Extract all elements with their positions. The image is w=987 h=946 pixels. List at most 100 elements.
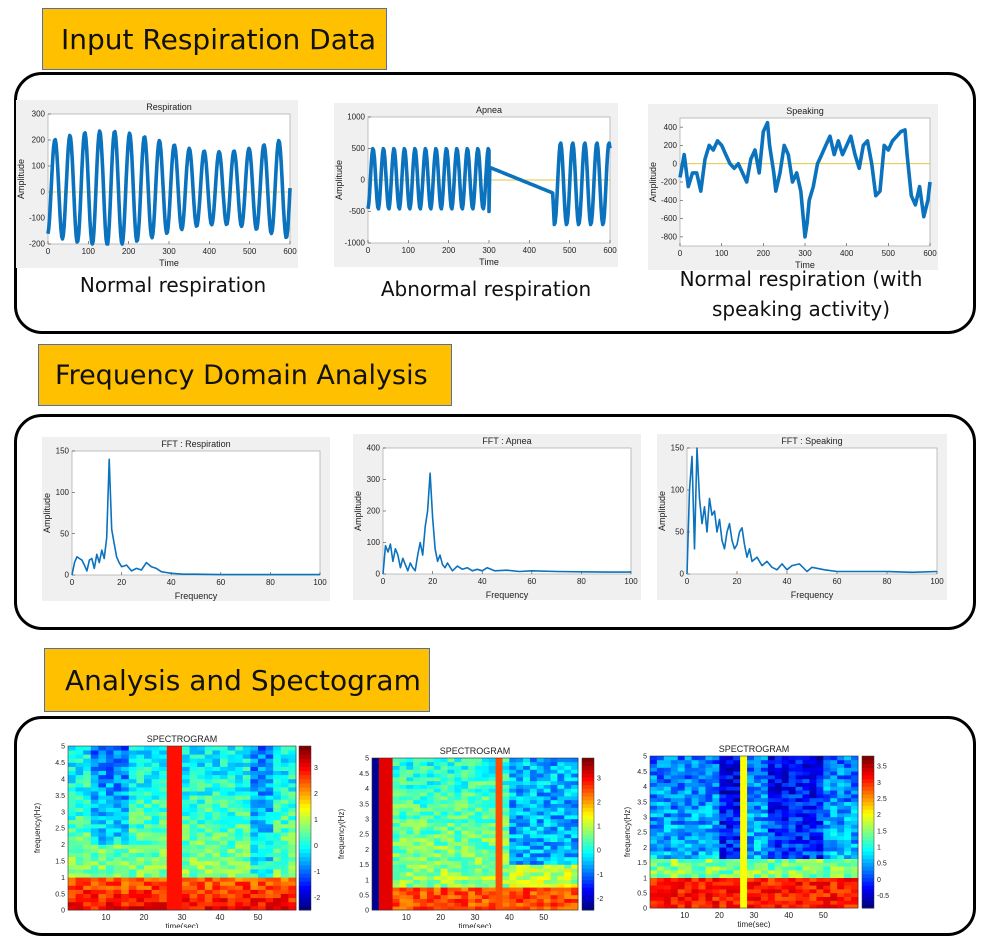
heatmap-cell <box>733 809 741 814</box>
heatmap-cell <box>174 787 183 792</box>
colorbar-segment <box>862 756 874 761</box>
heatmap-cell <box>781 881 790 886</box>
heatmap-cell <box>136 819 145 825</box>
y-axis-label: Amplitude <box>657 491 667 531</box>
heatmap-cell <box>372 853 380 858</box>
heatmap-cell <box>433 761 442 766</box>
heatmap-cell <box>564 841 572 846</box>
heatmap-cell <box>250 864 259 870</box>
heatmap-cell <box>461 883 469 888</box>
heatmap-cell <box>656 809 665 814</box>
heatmap-cell <box>754 775 762 780</box>
heatmap-cell <box>440 792 448 797</box>
heatmap-cell <box>392 761 400 766</box>
heatmap-cell <box>75 893 84 899</box>
heatmap-cell <box>144 832 152 837</box>
heatmap-cell <box>564 780 572 785</box>
y-tick-label: -800 <box>661 233 678 242</box>
heatmap-cell <box>113 832 122 837</box>
heatmap-cell <box>740 885 748 890</box>
heatmap-cell <box>166 856 175 862</box>
heatmap-cell <box>106 782 114 788</box>
heatmap-cell <box>837 862 845 867</box>
heatmap-cell <box>726 847 734 852</box>
heatmap-cell <box>426 818 435 823</box>
heatmap-cell <box>733 816 741 821</box>
heatmap-cell <box>837 756 845 761</box>
heatmap-cell <box>378 826 387 831</box>
heatmap-cell <box>509 784 517 789</box>
heatmap-cell <box>677 786 686 791</box>
heatmap-cell <box>844 896 852 901</box>
heatmap-cell <box>809 904 817 909</box>
heatmap-cell <box>227 754 236 759</box>
heatmap-cell <box>719 794 727 799</box>
heatmap-cell <box>509 887 517 892</box>
heatmap-cell <box>747 797 755 802</box>
x-tick-label: 40 <box>167 578 176 587</box>
heatmap-cell <box>509 849 517 854</box>
heatmap-cell <box>557 784 565 789</box>
heatmap-cell <box>747 786 755 791</box>
heatmap-cell <box>250 774 259 780</box>
heatmap-cell <box>128 873 137 878</box>
heatmap-cell <box>372 898 380 903</box>
heatmap-cell <box>461 830 469 835</box>
heatmap-cell <box>136 840 145 845</box>
heatmap-cell <box>280 844 289 849</box>
heatmap-cell <box>781 797 790 802</box>
colorbar-segment <box>299 815 311 821</box>
heatmap-cell <box>788 820 796 825</box>
heatmap-cell <box>656 858 665 863</box>
heatmap-cell <box>258 869 266 874</box>
heatmap-cell <box>795 851 803 856</box>
heatmap-cell <box>399 784 407 789</box>
heatmap-cell <box>726 858 734 863</box>
heatmap-cell <box>136 893 145 899</box>
heatmap-cell <box>516 841 524 846</box>
heatmap-cell <box>433 894 442 899</box>
heatmap-cell <box>851 767 859 772</box>
heatmap-cell <box>844 794 852 799</box>
heatmap-cell <box>663 809 672 814</box>
heatmap-cell <box>691 873 699 878</box>
heatmap-cell <box>106 774 114 780</box>
heatmap-cell <box>529 826 538 831</box>
heatmap-cell <box>816 809 824 814</box>
heatmap-cell <box>83 844 92 849</box>
heatmap-cell <box>656 892 665 897</box>
heatmap-cell <box>174 762 183 767</box>
heatmap-cell <box>182 860 190 866</box>
heatmap-cell <box>197 832 206 837</box>
heatmap-cell <box>488 830 496 835</box>
heatmap-cell <box>128 819 137 825</box>
heatmap-cell <box>851 839 859 844</box>
heatmap-cell <box>851 813 859 818</box>
heatmap-cell <box>420 792 428 797</box>
heatmap-cell <box>113 877 122 882</box>
heatmap-cell <box>197 758 206 763</box>
heatmap-cell <box>288 848 297 853</box>
heatmap-cell <box>481 765 490 770</box>
heatmap-cell <box>227 889 236 894</box>
heatmap-cell <box>691 805 699 810</box>
heatmap-cell <box>75 758 84 763</box>
heatmap-cell <box>543 856 551 861</box>
heatmap-cell <box>265 750 274 755</box>
heatmap-cell <box>90 860 99 866</box>
heatmap-cell <box>406 773 414 778</box>
heatmap-cell <box>113 758 122 763</box>
heatmap-cell <box>174 746 183 751</box>
heatmap-cell <box>468 784 476 789</box>
heatmap-cell <box>83 873 92 878</box>
heatmap-cell <box>220 762 228 767</box>
heatmap-cell <box>83 828 92 833</box>
heatmap-cell <box>774 824 783 829</box>
heatmap-cell <box>447 868 455 873</box>
heatmap-cell <box>182 750 190 755</box>
heatmap-cell <box>98 811 107 817</box>
heatmap-cell <box>420 872 428 877</box>
heatmap-cell <box>557 837 565 842</box>
section-banner-frequency: Frequency Domain Analysis <box>38 344 452 406</box>
heatmap-cell <box>795 767 803 772</box>
